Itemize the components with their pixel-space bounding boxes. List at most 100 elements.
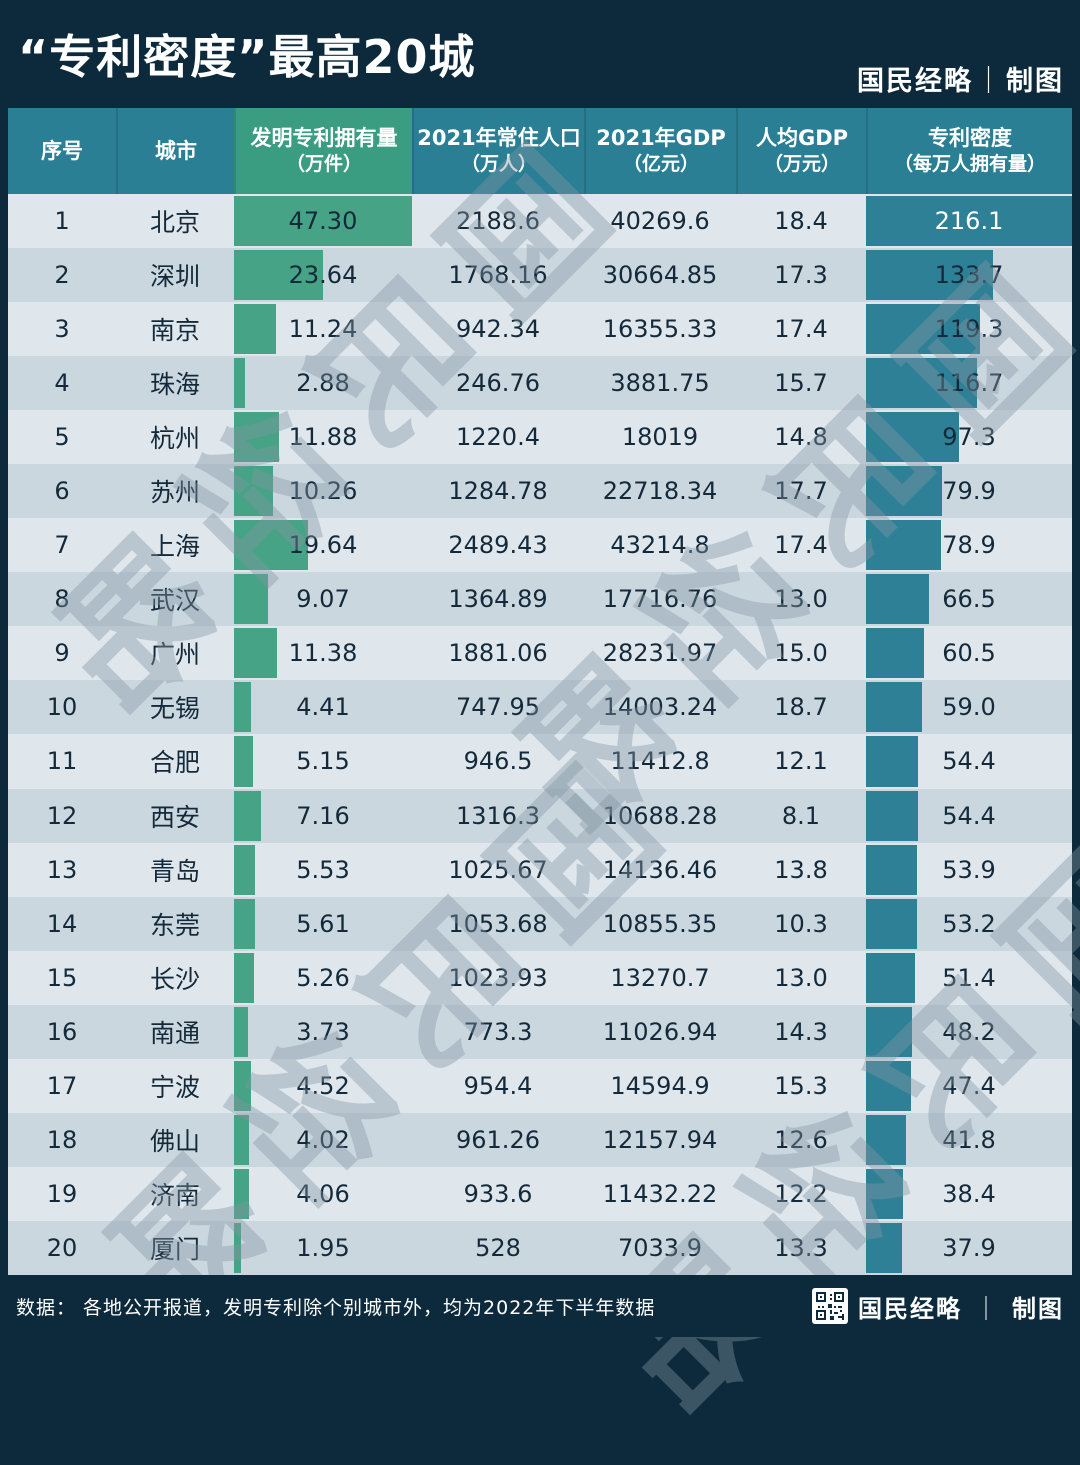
population-cell: 747.95 [412, 680, 584, 735]
density-cell: 38.4 [866, 1166, 1072, 1221]
density-value: 37.9 [942, 1233, 996, 1262]
density-bar [866, 952, 915, 1003]
density-cell: 79.9 [866, 464, 1072, 519]
patents-value: 7.16 [296, 801, 350, 830]
patents-cell: 5.15 [234, 734, 412, 789]
table-row: 7 上海 19.64 2489.43 43214.8 17.4 78.9 [8, 518, 1072, 573]
patents-cell: 4.02 [234, 1112, 412, 1167]
page-title: “专利密度”最高20城 [18, 30, 476, 84]
density-value: 97.3 [942, 423, 996, 452]
gdp-per-capita-cell: 13.0 [736, 950, 866, 1005]
density-value: 133.7 [934, 261, 1004, 290]
population-cell: 1023.93 [412, 950, 584, 1005]
density-value: 47.4 [942, 1071, 996, 1100]
patents-bar [234, 466, 273, 517]
col-header-density-label: 专利密度 [928, 126, 1012, 150]
population-cell: 1316.3 [412, 788, 584, 843]
patents-cell: 11.24 [234, 302, 412, 357]
col-header-patents: 发明专利拥有量 （万件） [234, 108, 412, 194]
population-cell: 961.26 [412, 1112, 584, 1167]
table-row: 15 长沙 5.26 1023.93 13270.7 13.0 51.4 [8, 950, 1072, 1005]
density-bar [866, 1222, 903, 1273]
population-cell: 246.76 [412, 356, 584, 411]
density-value: 78.9 [942, 531, 996, 560]
density-value: 59.0 [942, 693, 996, 722]
table-row: 18 佛山 4.02 961.26 12157.94 12.6 41.8 [8, 1112, 1072, 1167]
patents-cell: 9.07 [234, 572, 412, 627]
patents-cell: 4.41 [234, 680, 412, 735]
col-header-population-sub: （万人） [460, 153, 537, 176]
table-header-row: 序号 城市 发明专利拥有量 （万件） 2021年常住人口 （万人） 2021年GDP… [8, 108, 1072, 194]
density-bar [866, 1168, 903, 1219]
rank-cell: 8 [8, 572, 116, 627]
density-bar [866, 682, 923, 733]
gdp-cell: 12157.94 [584, 1112, 736, 1167]
rank-cell: 1 [8, 194, 116, 249]
patents-bar [234, 412, 279, 463]
patent-density-table: 序号 城市 发明专利拥有量 （万件） 2021年常住人口 （万人） 2021年GDP… [8, 108, 1072, 1275]
gdp-per-capita-cell: 18.4 [736, 194, 866, 249]
city-cell: 南通 [116, 1004, 234, 1059]
brand-name: 国民经略 [857, 66, 973, 96]
density-value: 53.2 [942, 909, 996, 938]
gdp-per-capita-cell: 13.0 [736, 572, 866, 627]
patents-bar [234, 574, 269, 625]
population-cell: 942.34 [412, 302, 584, 357]
population-cell: 1768.16 [412, 248, 584, 303]
gdp-per-capita-cell: 13.8 [736, 842, 866, 897]
population-cell: 1364.89 [412, 572, 584, 627]
table-row: 5 杭州 11.88 1220.4 18019 14.8 97.3 [8, 410, 1072, 465]
col-header-city: 城市 [116, 108, 234, 194]
col-header-population: 2021年常住人口 （万人） [412, 108, 584, 194]
patents-cell: 47.30 [234, 194, 412, 249]
city-cell: 苏州 [116, 464, 234, 519]
density-bar [866, 1006, 912, 1057]
patents-value: 11.24 [288, 315, 358, 344]
patents-cell: 1.95 [234, 1220, 412, 1275]
rank-cell: 16 [8, 1004, 116, 1059]
density-cell: 97.3 [866, 410, 1072, 465]
gdp-per-capita-cell: 18.7 [736, 680, 866, 735]
patents-value: 9.07 [296, 585, 350, 614]
credit-divider: ｜ [975, 66, 1004, 96]
density-value: 66.5 [942, 585, 996, 614]
density-cell: 54.4 [866, 734, 1072, 789]
city-cell: 武汉 [116, 572, 234, 627]
table-row: 12 西安 7.16 1316.3 10688.28 8.1 54.4 [8, 788, 1072, 843]
gdp-per-capita-cell: 10.3 [736, 896, 866, 951]
city-cell: 无锡 [116, 680, 234, 735]
density-value: 53.9 [942, 855, 996, 884]
city-cell: 佛山 [116, 1112, 234, 1167]
density-value: 79.9 [942, 477, 996, 506]
gdp-cell: 43214.8 [584, 518, 736, 573]
patents-cell: 11.88 [234, 410, 412, 465]
rank-cell: 14 [8, 896, 116, 951]
patents-bar [234, 196, 412, 247]
patents-cell: 10.26 [234, 464, 412, 519]
gdp-per-capita-cell: 12.6 [736, 1112, 866, 1167]
patents-cell: 11.38 [234, 626, 412, 681]
gdp-cell: 10688.28 [584, 788, 736, 843]
infographic-page: “专利密度”最高20城 国民经略｜制图 序号 城市 发明专利拥有量 （万件） 20… [0, 30, 1080, 1447]
gdp-per-capita-cell: 13.3 [736, 1220, 866, 1275]
rank-cell: 3 [8, 302, 116, 357]
density-cell: 216.1 [866, 194, 1072, 249]
patents-value: 5.26 [296, 963, 350, 992]
gdp-per-capita-cell: 15.7 [736, 356, 866, 411]
patents-cell: 5.26 [234, 950, 412, 1005]
gdp-cell: 17716.76 [584, 572, 736, 627]
city-cell: 杭州 [116, 410, 234, 465]
population-cell: 933.6 [412, 1166, 584, 1221]
city-cell: 合肥 [116, 734, 234, 789]
patents-value: 10.26 [288, 477, 358, 506]
density-cell: 53.2 [866, 896, 1072, 951]
city-cell: 珠海 [116, 356, 234, 411]
patents-value: 5.53 [296, 855, 350, 884]
density-value: 116.7 [934, 369, 1004, 398]
patents-value: 2.88 [296, 369, 350, 398]
patents-value: 19.64 [288, 531, 358, 560]
rank-cell: 19 [8, 1166, 116, 1221]
density-cell: 47.4 [866, 1058, 1072, 1113]
density-cell: 78.9 [866, 518, 1072, 573]
patents-value: 47.30 [288, 207, 358, 236]
